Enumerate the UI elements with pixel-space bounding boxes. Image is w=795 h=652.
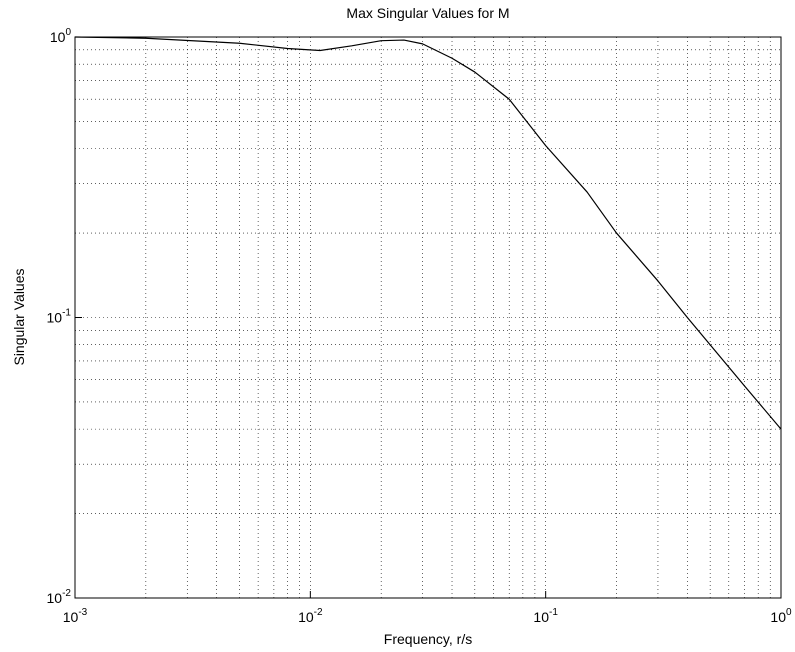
x-tick-label: 10-1	[533, 607, 558, 625]
chart-title: Max Singular Values for M	[346, 5, 509, 21]
y-tick-label: 100	[50, 27, 72, 45]
y-tick-label: 10-1	[47, 308, 72, 326]
x-tick-label: 100	[770, 607, 792, 625]
y-axis-label: Singular Values	[11, 268, 27, 365]
x-axis-label: Frequency, r/s	[384, 631, 472, 647]
y-tick-label: 10-2	[47, 588, 72, 606]
data-line	[74, 36, 782, 430]
x-tick-label: 10-3	[63, 607, 88, 625]
plot-frame	[74, 36, 782, 599]
x-tick-label: 10-2	[298, 607, 323, 625]
